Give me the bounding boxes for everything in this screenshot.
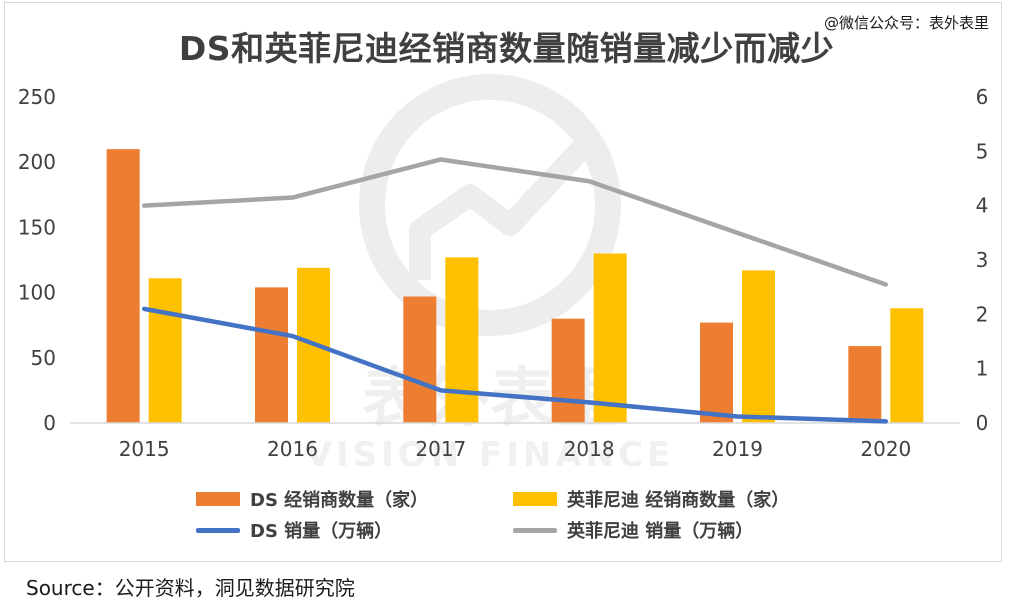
left-axis-tick-label: 0	[43, 411, 56, 435]
right-axis-tick-label: 1	[976, 357, 989, 381]
legend-label-infiniti-dealers: 英菲尼迪 经销商数量（家）	[567, 490, 790, 511]
x-axis-tick-label: 2015	[119, 437, 170, 461]
wechat-credit: @微信公众号：表外表里	[823, 14, 989, 32]
legend-infiniti-dealers: 英菲尼迪 经销商数量（家）	[513, 486, 789, 512]
right-axis-tick-label: 6	[976, 85, 989, 109]
watermark-logo-arrow	[409, 137, 594, 280]
left-axis-tick-label: 100	[18, 281, 56, 305]
bar-infiniti-dealers	[148, 278, 182, 423]
bar-infiniti-dealers	[445, 257, 479, 423]
bar-ds-dealers	[255, 287, 288, 423]
left-axis-tick-label: 50	[31, 346, 56, 370]
right-axis-tick-label: 0	[976, 411, 989, 435]
watermark-en-text: VISION FINANCE	[306, 435, 675, 475]
x-axis-tick-label: 2019	[712, 437, 763, 461]
legend-label-infiniti-sales: 英菲尼迪 销量（万辆）	[567, 521, 754, 542]
line-ds-sales	[141, 306, 889, 424]
left-axis-tick-label: 200	[18, 150, 56, 174]
bar-infiniti-dealers	[742, 270, 775, 423]
bar-ds-dealers	[551, 318, 585, 423]
line-infiniti-sales	[141, 157, 889, 287]
x-axis-tick-label: 2020	[860, 437, 911, 461]
legend-infiniti-sales: 英菲尼迪 销量（万辆）	[513, 517, 753, 543]
bar-ds-dealers	[848, 346, 882, 423]
legend-swatch-ds-dealers	[196, 492, 240, 506]
chart-frame	[4, 2, 1002, 562]
bar-infiniti-dealers	[593, 253, 627, 423]
right-axis-tick-label: 3	[976, 248, 989, 272]
right-axis-tick-label: 2	[976, 302, 989, 326]
legend-label-ds-dealers: DS 经销商数量（家）	[250, 490, 429, 511]
chart-title: DS和英菲尼迪经销商数量随销量减少而减少	[178, 29, 835, 68]
x-axis-tick-label: 2017	[415, 437, 466, 461]
bar-infiniti-dealers	[890, 308, 924, 423]
x-axis-tick-label: 2016	[267, 437, 318, 461]
legend-swatch-infiniti-dealers	[513, 492, 557, 506]
bar-ds-dealers	[403, 296, 437, 423]
bar-ds-dealers	[106, 149, 140, 423]
source-note: Source：公开资料，洞见数据研究院	[26, 576, 355, 600]
legend-ds-dealers: DS 经销商数量（家）	[196, 486, 428, 512]
legend-label-ds-sales: DS 销量（万辆）	[250, 521, 393, 542]
bar-ds-dealers	[700, 322, 733, 423]
legend-swatch-infiniti-sales	[513, 527, 557, 533]
legend-swatch-ds-sales	[196, 527, 240, 533]
legend-ds-sales: DS 销量（万辆）	[196, 517, 392, 543]
right-axis-tick-label: 4	[976, 194, 989, 218]
left-axis-tick-label: 250	[18, 85, 56, 109]
x-axis-tick-label: 2018	[564, 437, 615, 461]
right-axis-tick-label: 5	[976, 139, 989, 163]
watermark-logo-ring	[359, 74, 621, 336]
left-axis-tick-label: 150	[18, 215, 56, 239]
